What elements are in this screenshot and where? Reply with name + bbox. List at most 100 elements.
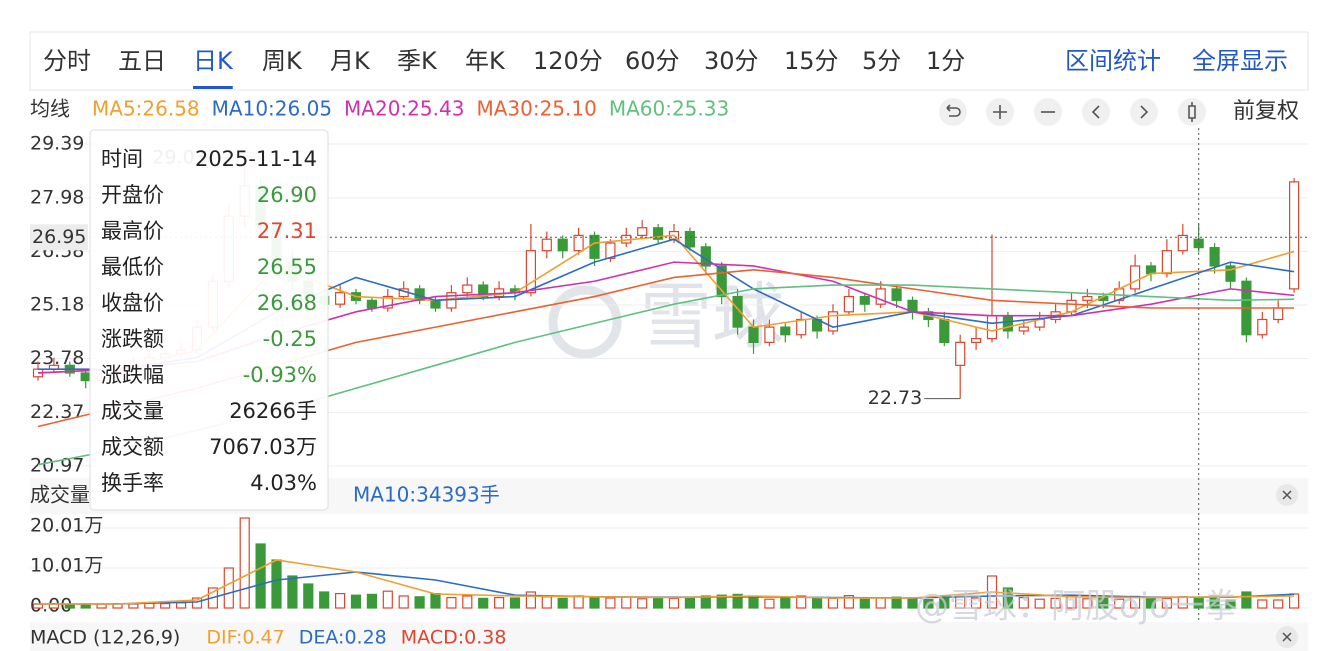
volume-bar — [382, 590, 393, 609]
candle-body — [366, 299, 377, 309]
volume-bar — [875, 597, 886, 609]
candle-body — [970, 337, 982, 343]
tab[interactable]: 周K — [262, 47, 303, 75]
volume-bar — [684, 597, 696, 609]
y-tick-label: 25.18 — [30, 293, 84, 315]
volume-bar — [414, 596, 425, 609]
macd-value: DIF:0.47 — [206, 627, 284, 649]
volume-bar — [366, 593, 377, 609]
volume-bar — [970, 597, 982, 609]
candle-body — [573, 234, 584, 252]
volume-bar — [239, 517, 250, 609]
candle-body — [541, 238, 552, 252]
tooltip-value: 26266手 — [229, 399, 317, 423]
tooltip-value: -0.25 — [263, 327, 317, 351]
tooltip-label: 收盘价 — [101, 291, 164, 315]
candle-body — [1177, 234, 1188, 252]
candle-body — [1145, 265, 1157, 275]
legend-entry: MA20:25.43 — [344, 97, 464, 121]
candle-body — [1209, 247, 1220, 267]
crosshair-label-box — [30, 224, 88, 251]
tab[interactable]: 月K — [330, 47, 371, 75]
volume-bar — [398, 595, 409, 609]
close-buttons — [1276, 484, 1298, 648]
prev-button[interactable] — [1082, 98, 1110, 126]
candle-body — [716, 265, 727, 298]
candle-body — [637, 227, 648, 236]
tab[interactable]: 15分 — [784, 47, 839, 75]
candle-body — [382, 295, 393, 309]
volume-bar — [605, 597, 616, 609]
tab[interactable]: 五日 — [118, 47, 166, 75]
tooltip-label: 开盘价 — [101, 183, 164, 207]
candle-body — [1225, 265, 1236, 282]
candle-body — [525, 250, 537, 294]
tab[interactable]: 分时 — [43, 47, 91, 75]
y-tick-label: 20.01万 — [30, 514, 103, 536]
volume-bar — [319, 591, 330, 609]
candle-body — [843, 295, 855, 313]
volume-bar — [923, 598, 934, 609]
tooltip-label: 涨跌额 — [101, 327, 164, 351]
volume-bar — [191, 597, 203, 609]
action-link[interactable]: 区间统计 — [1065, 47, 1161, 75]
tooltip-value: 27.31 — [257, 219, 317, 243]
watermark: @雪球：阿股ojo一拳 — [915, 587, 1238, 627]
volume-bar — [462, 595, 473, 609]
candle-body — [652, 227, 664, 240]
y-tick-label: 22.37 — [30, 401, 84, 423]
volume-bar — [637, 598, 648, 609]
legend-entry: MA10:34393手 — [353, 483, 500, 507]
volume-bar — [287, 575, 298, 609]
volume-bar — [621, 596, 632, 609]
tab[interactable]: 年K — [465, 47, 506, 75]
undo-button[interactable] — [939, 98, 967, 126]
candle-body — [891, 288, 902, 301]
macd-header-band — [30, 622, 1308, 651]
next-button[interactable] — [1130, 98, 1158, 126]
extreme-label: 22.73 — [868, 387, 922, 409]
tab[interactable]: 日K — [193, 47, 234, 75]
volume-bar — [223, 567, 234, 609]
tab[interactable]: 季K — [397, 47, 438, 75]
volume-bar — [732, 593, 743, 609]
volume-bar — [668, 597, 680, 609]
volume-bar — [1161, 597, 1173, 609]
tooltip-value: 7067.03万 — [209, 435, 317, 459]
volume-bar — [1257, 599, 1268, 609]
candle-style-button[interactable] — [1178, 98, 1206, 126]
left-icon — [1091, 105, 1100, 119]
volume-bar — [350, 594, 362, 609]
candle-body — [430, 299, 441, 309]
watermark: 雪球 — [640, 275, 784, 359]
candle-body — [780, 326, 791, 336]
volume-bar — [716, 594, 727, 609]
tab[interactable]: 60分 — [625, 47, 680, 75]
volume-bar — [1098, 597, 1109, 609]
candle-body — [1288, 181, 1300, 290]
tab[interactable]: 120分 — [533, 47, 603, 75]
candle-body — [1273, 307, 1284, 321]
plus-icon — [993, 105, 1007, 119]
candle-body — [764, 326, 775, 343]
chart-layer: 分时 五日 日K 周K 月K 季K 年K 120分 60分 30分 15分 5分 1分 区间统计 全屏显示均… — [30, 47, 1308, 649]
tab[interactable]: 30分 — [704, 47, 759, 75]
volume-bar — [525, 591, 537, 609]
tooltip-label: 最低价 — [101, 255, 164, 279]
volume-bar — [255, 543, 266, 609]
tab[interactable]: 1分 — [926, 47, 965, 75]
volume-bar — [430, 592, 441, 609]
volume-bar — [1050, 597, 1061, 609]
tooltip-value: 2025-11-14 — [195, 147, 317, 171]
volume-bar — [700, 595, 711, 609]
y-tick-label: 29.39 — [30, 133, 84, 155]
tab[interactable]: 5分 — [862, 47, 901, 75]
action-link[interactable]: 全屏显示 — [1192, 47, 1288, 75]
volume-bar — [1114, 598, 1125, 609]
volume-bar — [1018, 596, 1029, 609]
tooltip-value: -0.93% — [243, 363, 317, 387]
tooltip-label: 成交量 — [101, 399, 164, 423]
volume-bar — [891, 596, 902, 609]
tooltip-box — [89, 129, 329, 511]
